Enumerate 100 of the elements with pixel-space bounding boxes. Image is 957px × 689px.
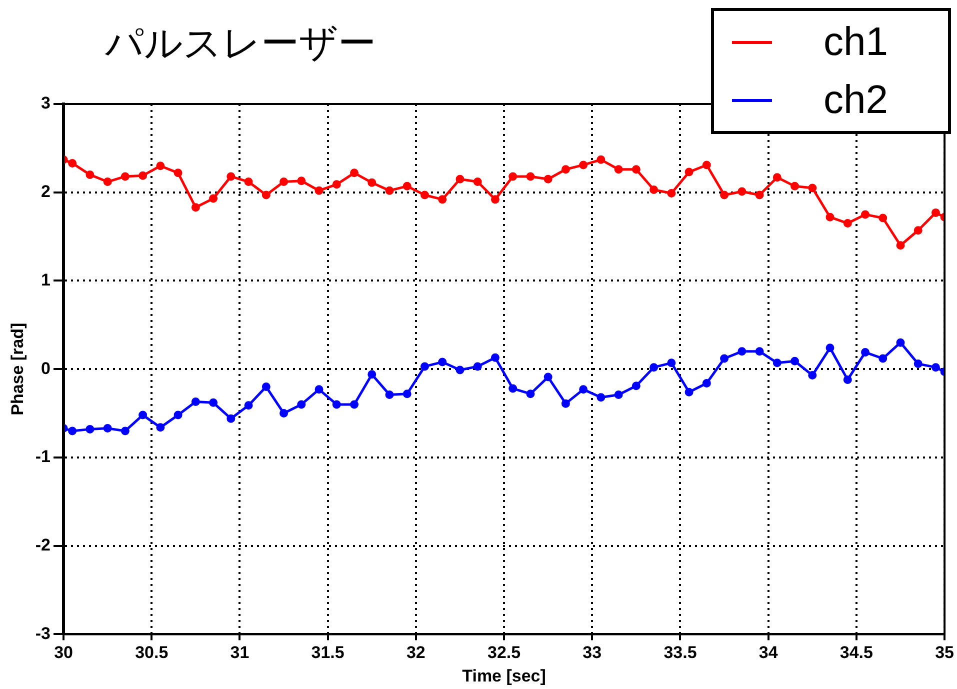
point bbox=[120, 172, 130, 181]
x-tick-label: 34 bbox=[758, 643, 778, 662]
point bbox=[86, 170, 94, 179]
y-tick-label: 2 bbox=[41, 182, 51, 202]
point bbox=[385, 186, 394, 195]
point bbox=[368, 178, 376, 187]
point bbox=[720, 190, 729, 200]
point bbox=[808, 371, 817, 380]
point bbox=[314, 385, 324, 394]
x-tick-label: 30.5 bbox=[135, 643, 168, 662]
x-tick-label: 32 bbox=[406, 643, 426, 662]
point bbox=[156, 162, 165, 170]
point bbox=[614, 390, 623, 399]
point bbox=[226, 414, 236, 423]
point bbox=[843, 219, 852, 228]
point bbox=[772, 173, 782, 182]
point bbox=[579, 385, 588, 394]
point bbox=[385, 390, 394, 399]
point bbox=[826, 212, 834, 222]
point bbox=[914, 226, 922, 235]
point bbox=[280, 178, 288, 186]
point bbox=[402, 390, 412, 398]
y-tick-label: -1 bbox=[35, 447, 51, 466]
point bbox=[843, 375, 852, 384]
point bbox=[103, 424, 112, 433]
point bbox=[350, 168, 359, 178]
point bbox=[579, 160, 588, 170]
point bbox=[508, 384, 518, 393]
point bbox=[86, 424, 94, 434]
point bbox=[667, 358, 676, 368]
point bbox=[896, 338, 905, 347]
x-tick-label: 32.5 bbox=[487, 643, 521, 662]
point bbox=[156, 423, 165, 432]
point bbox=[332, 180, 341, 189]
point bbox=[226, 172, 236, 181]
chart-title: パルスレーザー bbox=[105, 20, 376, 67]
point bbox=[191, 398, 200, 406]
point bbox=[632, 382, 640, 390]
point bbox=[755, 347, 764, 356]
point bbox=[614, 165, 623, 174]
point bbox=[138, 410, 148, 420]
point bbox=[174, 168, 182, 178]
point bbox=[544, 372, 552, 382]
y-tick-label: -3 bbox=[35, 624, 51, 643]
point bbox=[297, 176, 306, 186]
point bbox=[826, 344, 834, 352]
point bbox=[68, 158, 77, 168]
point bbox=[544, 174, 552, 184]
point bbox=[244, 178, 253, 186]
point bbox=[526, 390, 535, 398]
point bbox=[931, 363, 940, 372]
point bbox=[262, 190, 270, 200]
point bbox=[490, 353, 500, 362]
x-tick-label: 31 bbox=[230, 643, 250, 662]
point bbox=[456, 174, 464, 184]
point bbox=[138, 171, 148, 180]
point bbox=[420, 362, 429, 371]
x-tick-label: 33 bbox=[582, 643, 602, 662]
point bbox=[350, 400, 359, 409]
point bbox=[861, 348, 870, 357]
point bbox=[878, 354, 888, 363]
point bbox=[632, 165, 640, 174]
x-tick-label: 33.5 bbox=[664, 643, 697, 662]
point bbox=[561, 399, 570, 408]
point bbox=[667, 189, 676, 198]
point bbox=[209, 398, 218, 407]
point bbox=[103, 178, 112, 186]
x-tick-label: 35 bbox=[935, 643, 954, 662]
point bbox=[561, 165, 570, 174]
point bbox=[702, 378, 711, 388]
point bbox=[772, 358, 782, 368]
y-tick-label: -2 bbox=[35, 536, 51, 555]
point bbox=[174, 410, 182, 420]
point bbox=[861, 210, 870, 219]
point bbox=[191, 203, 200, 212]
point bbox=[684, 388, 694, 396]
point bbox=[808, 184, 817, 192]
point bbox=[896, 241, 905, 250]
point bbox=[596, 155, 606, 164]
point bbox=[596, 393, 606, 402]
point bbox=[738, 347, 746, 356]
y-axis-title: Phase [rad] bbox=[8, 322, 27, 416]
point bbox=[438, 195, 447, 204]
point bbox=[456, 366, 464, 374]
point bbox=[702, 160, 711, 170]
point bbox=[332, 400, 341, 409]
point bbox=[368, 370, 376, 379]
point bbox=[438, 358, 447, 366]
point bbox=[790, 182, 800, 190]
point bbox=[738, 187, 746, 196]
x-tick-label: 30 bbox=[54, 643, 73, 662]
point bbox=[420, 190, 429, 200]
y-tick-label: 0 bbox=[41, 358, 51, 378]
point bbox=[68, 426, 77, 436]
point bbox=[297, 400, 306, 409]
point bbox=[526, 172, 535, 181]
point bbox=[931, 208, 940, 217]
point bbox=[402, 182, 412, 190]
point bbox=[720, 354, 729, 363]
point bbox=[280, 409, 288, 418]
